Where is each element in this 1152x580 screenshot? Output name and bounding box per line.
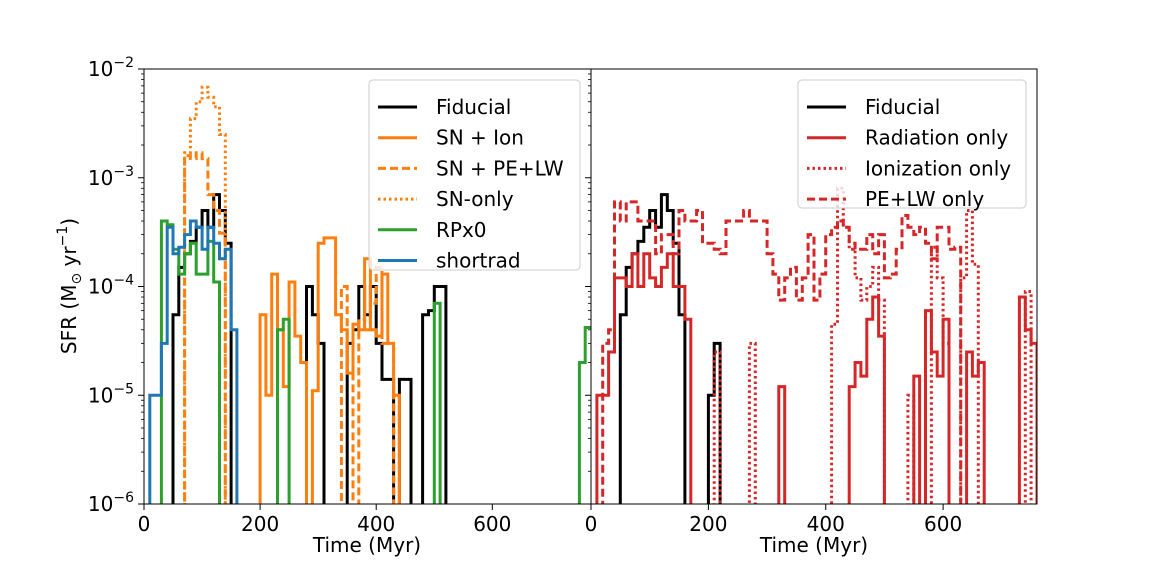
series-line-shortrad: [148, 219, 239, 504]
left-panel: 0 200 400 600 10−6 10−5 10−4 10−3 10−2 Time (My…: [55, 55, 592, 557]
x-tick-label: 0: [585, 512, 598, 536]
y-tick-label: 10−3: [88, 164, 134, 190]
legend-label: Radiation only: [865, 126, 1008, 150]
x-tick-label: 600: [473, 512, 511, 536]
legend-label: SN + Ion: [436, 126, 524, 150]
x-tick-label: 400: [807, 512, 845, 536]
y-tick-label: 10−6: [88, 490, 134, 516]
right-x-axis-label: Time (Myr): [759, 533, 868, 557]
series-line-radiation-only: [595, 252, 1037, 504]
series-line-sn-ion: [258, 236, 401, 504]
right-x-ticks: 0 200 400 600: [585, 504, 962, 536]
series-line-rpx0: [159, 219, 591, 504]
legend-box: [797, 79, 1027, 209]
y-tick-label: 10−2: [88, 55, 134, 81]
series-line-fiducial: [171, 193, 448, 504]
left-legend: Fiducial SN + Ion SN + PE+LW SN-only RPx0 sho…: [368, 79, 581, 273]
left-x-axis-label: Time (Myr): [312, 533, 421, 557]
left-y-ticks: 10−6 10−5 10−4 10−3 10−2: [88, 55, 144, 516]
legend-label: Ionization only: [865, 156, 1011, 180]
series-line-sn-only: [183, 85, 227, 504]
left-series-group: [148, 85, 591, 504]
left-x-ticks: 0 200 400 600: [138, 504, 511, 536]
right-legend: Fiducial Radiation only Ionization only PE+…: [797, 79, 1027, 211]
legend-label: SN + PE+LW: [436, 156, 564, 180]
right-y-ticks: [585, 68, 591, 505]
legend-label: Fiducial: [865, 95, 940, 119]
y-tick-label: 10−4: [88, 273, 134, 299]
x-tick-label: 0: [138, 512, 151, 536]
y-tick-label: 10−5: [88, 381, 134, 407]
legend-label: PE+LW only: [865, 187, 984, 211]
series-line-sn-pe-lw: [183, 151, 396, 504]
right-series-group: [595, 186, 1037, 504]
x-tick-label: 600: [924, 512, 962, 536]
legend-label: Fiducial: [436, 95, 511, 119]
y-axis-label: SFR (M⊙ yr−1): [55, 218, 85, 354]
right-panel: 0 200 400 600 Time (Myr) Fiducial Radiation …: [585, 68, 1038, 557]
x-tick-label: 400: [357, 512, 395, 536]
legend-label: shortrad: [436, 249, 521, 273]
legend-box: [368, 79, 581, 271]
series-line-pe-lw-only: [601, 200, 963, 504]
x-tick-label: 200: [689, 512, 727, 536]
legend-label: SN-only: [436, 187, 514, 211]
legend-label: RPx0: [436, 218, 487, 242]
x-tick-label: 200: [241, 512, 279, 536]
